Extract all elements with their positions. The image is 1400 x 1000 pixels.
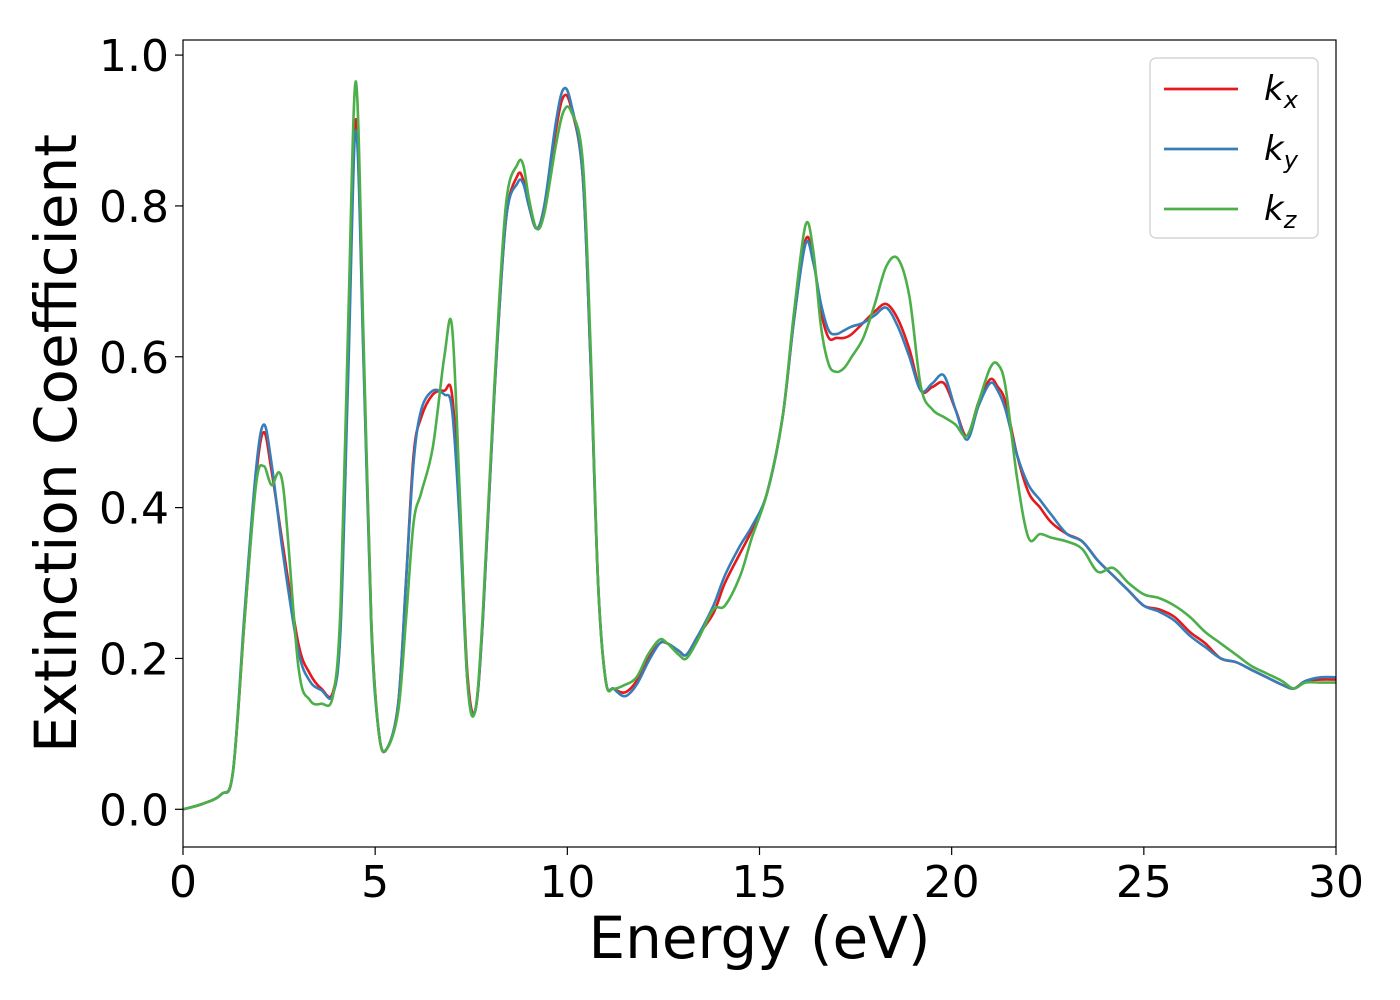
y-tick-label: 0.6 xyxy=(99,333,169,384)
y-tick-label: 0.0 xyxy=(99,785,169,836)
legend-label-y: ky xyxy=(1264,129,1299,174)
legend-label-z: kz xyxy=(1264,189,1298,234)
x-tick-label: 30 xyxy=(1308,857,1364,908)
series-layer xyxy=(182,80,1337,811)
y-tick-label: 1.0 xyxy=(99,31,169,82)
x-tick-label: 0 xyxy=(169,857,197,908)
x-tick-label: 25 xyxy=(1116,857,1172,908)
legend: kx ky kz xyxy=(1149,57,1319,239)
x-axis: 0 5 10 15 20 25 30 xyxy=(169,847,1364,908)
x-axis-title: Energy (eV) xyxy=(588,904,930,972)
x-tick-label: 20 xyxy=(924,857,980,908)
y-axis: 0.0 0.2 0.4 0.6 0.8 1.0 xyxy=(99,31,183,836)
y-tick-label: 0.2 xyxy=(99,634,169,685)
x-tick-label: 15 xyxy=(732,857,788,908)
x-tick-label: 10 xyxy=(539,857,595,908)
y-axis-title: Extinction Coefficient xyxy=(22,134,90,753)
x-tick-label: 5 xyxy=(361,857,389,908)
y-tick-label: 0.8 xyxy=(99,182,169,233)
series-line-z xyxy=(182,80,1336,811)
legend-label-x: kx xyxy=(1264,69,1299,114)
y-tick-label: 0.4 xyxy=(99,484,169,535)
